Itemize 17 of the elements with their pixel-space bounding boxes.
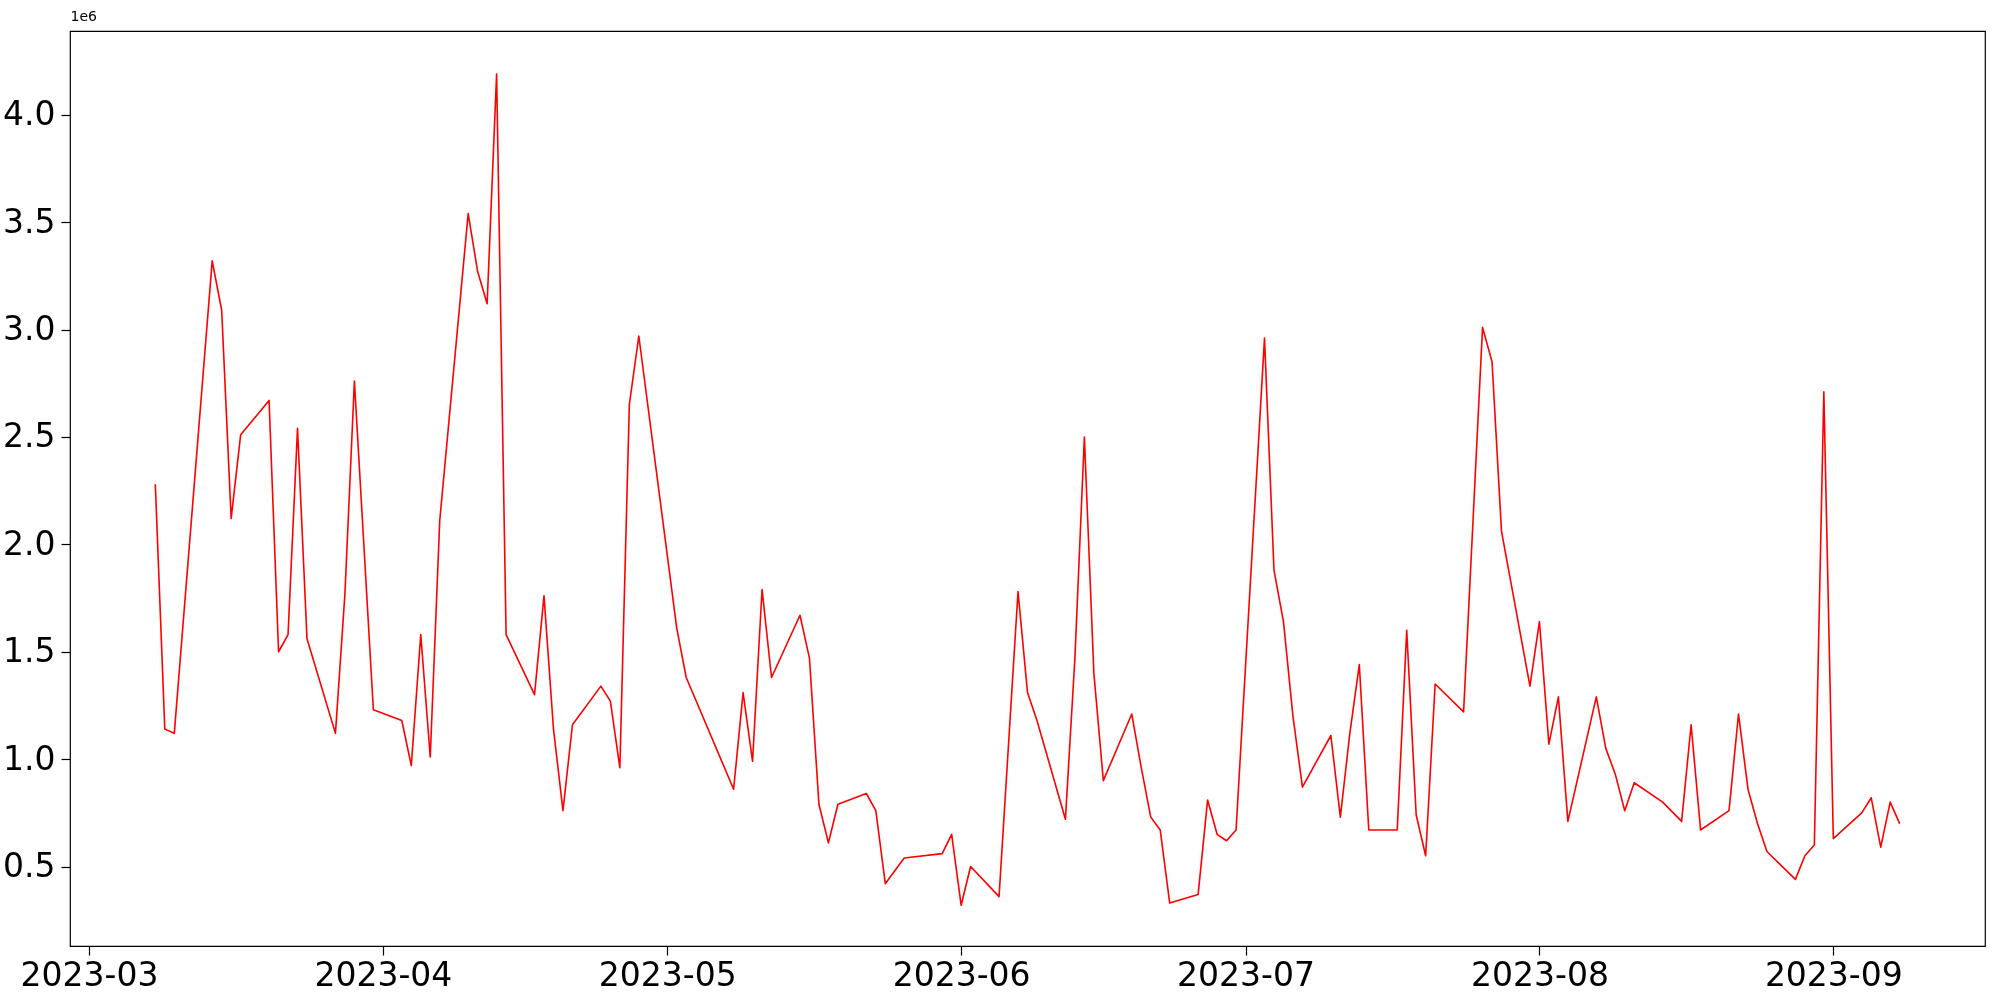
- x-tick-label: 2023-03: [20, 954, 159, 994]
- y-tick-label: 4.0: [3, 94, 56, 134]
- line-series: [154, 73, 1901, 906]
- x-tick-label: 2023-05: [598, 954, 737, 994]
- x-tick-label: 2023-08: [1470, 954, 1609, 994]
- x-tick-label: 2023-07: [1177, 954, 1315, 994]
- text: 1e6: [70, 7, 98, 24]
- x-tick-label: 2023-04: [314, 954, 453, 994]
- y-tick-label: 3.0: [3, 309, 56, 349]
- y-tick-label: 1.0: [3, 738, 56, 778]
- y-tick-label: 1.5: [3, 631, 56, 671]
- y-tick-label: 3.5: [3, 201, 56, 241]
- y-tick-label: 0.5: [3, 846, 56, 886]
- y-tick-label: 2.0: [3, 523, 56, 563]
- y-tick-label: 2.5: [3, 416, 56, 456]
- x-tick-label: 2023-09: [1764, 954, 1903, 994]
- x-tick-label: 2023-06: [892, 954, 1031, 994]
